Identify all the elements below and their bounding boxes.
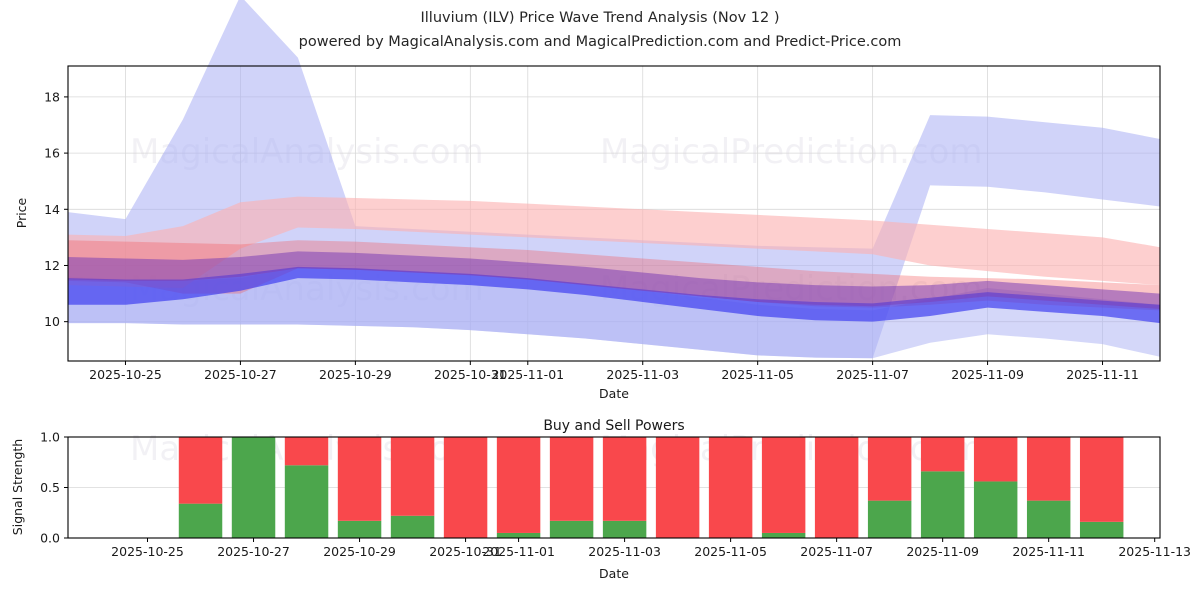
bottom-y-axis-ticks[interactable]: 0.0 0.5 1.0	[40, 430, 68, 546]
top-xtick-label: 2025-10-27	[204, 367, 277, 382]
top-xtick-label: 2025-11-11	[1066, 367, 1139, 382]
buy-power-segment[interactable]	[602, 520, 647, 538]
top-xtick-label: 2025-10-25	[89, 367, 162, 382]
top-x-axis-label: Date	[599, 386, 629, 401]
bottom-xtick-label: 2025-10-25	[111, 544, 184, 559]
signal-bar-2025-10-29[interactable]	[337, 437, 382, 538]
chart-subtitle: powered by MagicalAnalysis.com and Magic…	[299, 34, 902, 50]
buy-power-segment[interactable]	[390, 515, 435, 538]
bottom-xtick-label: 2025-11-09	[906, 544, 979, 559]
price-wave-panel: MagicalAnalysis.com MagicalPrediction.co…	[14, 0, 1161, 401]
sell-power-segment[interactable]	[337, 437, 382, 521]
bottom-xtick-label: 2025-11-07	[800, 544, 873, 559]
signal-bar-2025-11-08[interactable]	[867, 437, 912, 538]
sell-power-segment[interactable]	[443, 437, 488, 538]
sell-power-segment[interactable]	[549, 437, 594, 521]
signal-bar-2025-11-11[interactable]	[1026, 437, 1071, 538]
sell-power-segment[interactable]	[655, 437, 700, 538]
sell-power-segment[interactable]	[1079, 437, 1124, 522]
bottom-panel-title: Buy and Sell Powers	[543, 418, 684, 434]
buy-power-segment[interactable]	[549, 520, 594, 538]
buy-power-segment[interactable]	[920, 471, 965, 538]
bottom-xtick-label: 2025-11-03	[588, 544, 661, 559]
bottom-xtick-label: 2025-11-01	[482, 544, 555, 559]
signal-bar-2025-10-30[interactable]	[390, 437, 435, 538]
price-band-4	[68, 266, 1160, 324]
sell-power-segment[interactable]	[708, 437, 753, 538]
signal-bar-2025-10-31[interactable]	[443, 437, 488, 538]
buy-power-segment[interactable]	[231, 437, 276, 538]
signal-strength-bars[interactable]	[178, 437, 1124, 538]
chart-title: Illuvium (ILV) Price Wave Trend Analysis…	[421, 10, 780, 26]
top-ytick-label: 16	[44, 146, 60, 161]
top-xtick-label: 2025-10-31	[434, 367, 507, 382]
top-xtick-label: 2025-11-01	[491, 367, 564, 382]
top-xtick-label: 2025-11-03	[606, 367, 679, 382]
signal-bar-2025-11-06[interactable]	[761, 437, 806, 538]
top-y-axis-label: Price	[14, 197, 29, 228]
top-plot-frame	[67, 65, 1161, 362]
bottom-xtick-label: 2025-10-31	[429, 544, 502, 559]
top-ytick-label: 10	[44, 314, 60, 329]
bottom-y-axis-label: Signal Strength	[10, 439, 25, 535]
bottom-ytick-label: 0.5	[40, 480, 60, 495]
signal-bar-2025-11-09[interactable]	[920, 437, 965, 538]
price-wave-bands	[68, 0, 1160, 359]
buy-sell-powers-panel: Buy and Sell Powers MagicalAnalysis.com …	[10, 418, 1191, 581]
top-xtick-label: 2025-10-29	[319, 367, 392, 382]
top-ytick-label: 18	[44, 89, 60, 104]
signal-bar-2025-10-27[interactable]	[231, 437, 276, 538]
sell-power-segment[interactable]	[814, 437, 859, 538]
bottom-xtick-label: 2025-10-29	[323, 544, 396, 559]
top-ytick-label: 14	[44, 202, 60, 217]
signal-bar-2025-11-03[interactable]	[602, 437, 647, 538]
bottom-ytick-label: 1.0	[40, 430, 60, 445]
bottom-xtick-label: 2025-11-13	[1118, 544, 1191, 559]
top-xtick-label: 2025-11-09	[951, 367, 1024, 382]
bottom-ytick-label: 0.0	[40, 531, 60, 546]
sell-power-segment[interactable]	[920, 437, 965, 472]
buy-power-segment[interactable]	[973, 481, 1018, 538]
bottom-xtick-label: 2025-11-05	[694, 544, 767, 559]
buy-power-segment[interactable]	[284, 465, 329, 538]
buy-power-segment[interactable]	[337, 520, 382, 538]
buy-power-segment[interactable]	[761, 532, 806, 538]
sell-power-segment[interactable]	[178, 437, 223, 504]
signal-bar-2025-11-04[interactable]	[655, 437, 700, 538]
signal-bar-2025-11-10[interactable]	[973, 437, 1018, 538]
price-band-2	[68, 196, 1160, 288]
signal-bar-2025-11-12[interactable]	[1079, 437, 1124, 538]
buy-power-segment[interactable]	[867, 500, 912, 538]
signal-bar-2025-11-05[interactable]	[708, 437, 753, 538]
sell-power-segment[interactable]	[867, 437, 912, 501]
signal-bar-2025-11-01[interactable]	[496, 437, 541, 538]
sell-power-segment[interactable]	[496, 437, 541, 533]
top-x-axis-ticks[interactable]: 2025-10-25 2025-10-27 2025-10-29 2025-10-31…	[89, 361, 1139, 382]
sell-power-segment[interactable]	[973, 437, 1018, 482]
signal-bar-2025-11-02[interactable]	[549, 437, 594, 538]
bottom-xtick-label: 2025-11-11	[1012, 544, 1085, 559]
buy-power-segment[interactable]	[1079, 521, 1124, 538]
price-band-1	[68, 266, 1160, 359]
buy-power-segment[interactable]	[496, 532, 541, 538]
price-band-5	[68, 251, 1160, 310]
sell-power-segment[interactable]	[761, 437, 806, 533]
top-ytick-label: 12	[44, 258, 60, 273]
bottom-x-axis-label: Date	[599, 566, 629, 581]
signal-bar-2025-11-07[interactable]	[814, 437, 859, 538]
bottom-x-axis-ticks[interactable]: 2025-10-25 2025-10-27 2025-10-29 2025-10-31…	[111, 538, 1191, 559]
bottom-xtick-label: 2025-10-27	[217, 544, 290, 559]
sell-power-segment[interactable]	[390, 437, 435, 516]
top-xtick-label: 2025-11-07	[836, 367, 909, 382]
buy-power-segment[interactable]	[1026, 500, 1071, 538]
sell-power-segment[interactable]	[284, 437, 329, 466]
signal-bar-2025-10-28[interactable]	[284, 437, 329, 538]
top-y-axis-ticks[interactable]: 10 12 14 16 18	[44, 89, 68, 329]
signal-bar-2025-10-26[interactable]	[178, 437, 223, 538]
top-xtick-label: 2025-11-05	[721, 367, 794, 382]
sell-power-segment[interactable]	[602, 437, 647, 521]
buy-power-segment[interactable]	[178, 503, 223, 538]
sell-power-segment[interactable]	[1026, 437, 1071, 501]
